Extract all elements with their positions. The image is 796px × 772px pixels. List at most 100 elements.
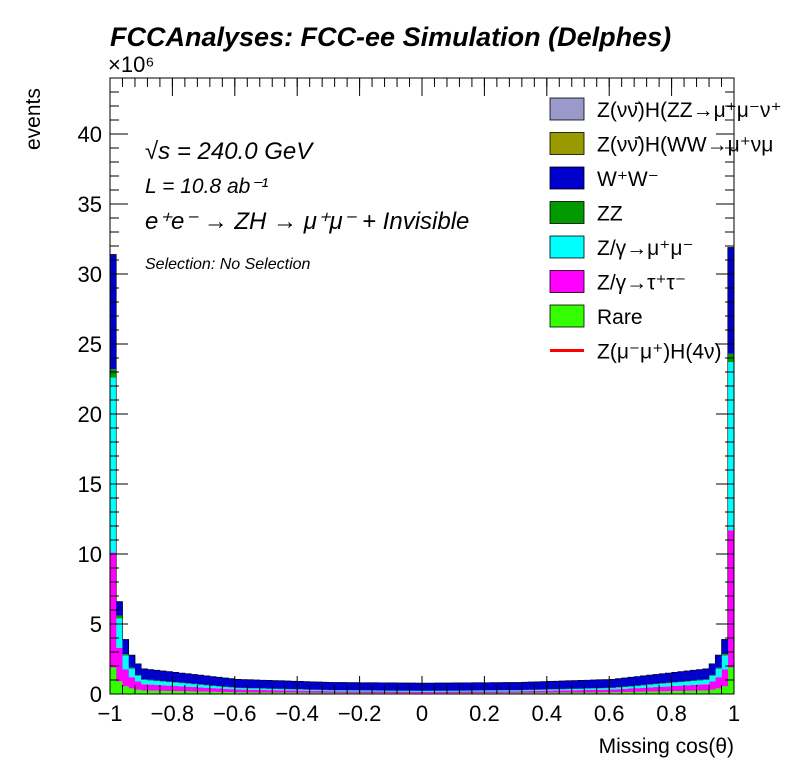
bar	[534, 689, 541, 691]
bar	[503, 690, 510, 692]
bar	[359, 682, 367, 691]
bar	[646, 687, 654, 692]
bar	[721, 639, 729, 655]
bar	[128, 655, 136, 668]
bar	[397, 682, 404, 691]
bar	[546, 690, 554, 693]
bar	[602, 692, 610, 694]
bar	[228, 678, 236, 688]
bar	[590, 679, 598, 689]
bar	[422, 683, 429, 691]
bar	[284, 690, 292, 693]
bar	[390, 690, 398, 692]
bar	[565, 689, 573, 691]
bar	[390, 682, 398, 691]
bar	[696, 690, 704, 694]
bar	[153, 670, 161, 681]
bar	[297, 690, 304, 693]
bar	[727, 667, 735, 694]
bar	[247, 688, 254, 690]
bar	[715, 688, 722, 694]
bar	[496, 692, 504, 694]
bar	[515, 691, 523, 693]
bar	[203, 684, 211, 686]
bar	[372, 690, 379, 692]
bar	[184, 686, 192, 692]
bar	[640, 691, 647, 694]
bar	[347, 692, 354, 694]
bar	[241, 692, 248, 694]
bar	[659, 673, 666, 684]
bar	[690, 690, 697, 694]
bar	[110, 254, 117, 370]
y-tick-label: 40	[78, 122, 102, 147]
bar	[690, 681, 697, 685]
bar	[322, 690, 329, 692]
bar	[197, 675, 204, 685]
bar	[178, 691, 186, 694]
bar	[652, 687, 660, 692]
bar	[266, 680, 273, 689]
bar	[309, 689, 317, 691]
bar	[328, 692, 335, 694]
bar	[627, 686, 635, 689]
bar	[353, 690, 360, 692]
bar	[534, 681, 541, 690]
bar	[571, 680, 579, 689]
bar	[141, 679, 148, 680]
bar	[646, 684, 654, 685]
bar	[234, 689, 242, 693]
bar	[652, 684, 660, 688]
bar	[634, 691, 641, 694]
bar	[671, 682, 679, 686]
bar	[565, 690, 573, 693]
bar	[696, 680, 704, 685]
bar	[434, 690, 442, 692]
bar	[334, 692, 342, 694]
bar	[197, 687, 204, 692]
bar	[596, 679, 604, 689]
bar	[684, 685, 691, 691]
bar	[159, 670, 167, 681]
bar	[590, 689, 598, 693]
bar	[159, 680, 167, 682]
bar	[490, 691, 498, 693]
bar	[465, 682, 473, 691]
x-tick-label: 0.6	[594, 701, 625, 726]
bar	[347, 691, 354, 693]
bar	[203, 685, 211, 688]
bar	[116, 615, 123, 619]
x-tick-label: 0.8	[656, 701, 687, 726]
bar	[272, 680, 279, 689]
bar	[627, 688, 635, 692]
bar	[191, 691, 198, 694]
bar	[553, 681, 560, 690]
bar	[191, 683, 198, 685]
bar	[490, 682, 498, 691]
bar	[203, 691, 211, 694]
bar	[241, 689, 248, 693]
bar	[340, 691, 348, 693]
bar	[571, 692, 579, 694]
bar	[440, 682, 448, 691]
bar	[596, 689, 604, 693]
bar	[147, 679, 154, 681]
bar	[297, 692, 304, 694]
bar	[322, 682, 329, 690]
bar	[184, 683, 192, 684]
legend-swatch	[549, 132, 585, 155]
bar	[534, 692, 541, 694]
bar	[340, 692, 348, 694]
bar	[627, 691, 635, 694]
bar	[478, 682, 485, 691]
bar	[384, 690, 392, 692]
legend: Z(νν̄)H(ZZ→μ⁺μ⁻ν⁺ Z(νν̄)H(WW→μ⁺νμ W⁺W⁻ ZZ Z/…	[549, 97, 782, 364]
bar	[459, 690, 466, 692]
x-tick-label: −1	[97, 701, 122, 726]
bar	[128, 677, 136, 689]
bar	[509, 682, 516, 691]
bar	[234, 692, 242, 694]
bar	[671, 672, 679, 683]
legend-label: W⁺W⁻	[597, 168, 659, 191]
